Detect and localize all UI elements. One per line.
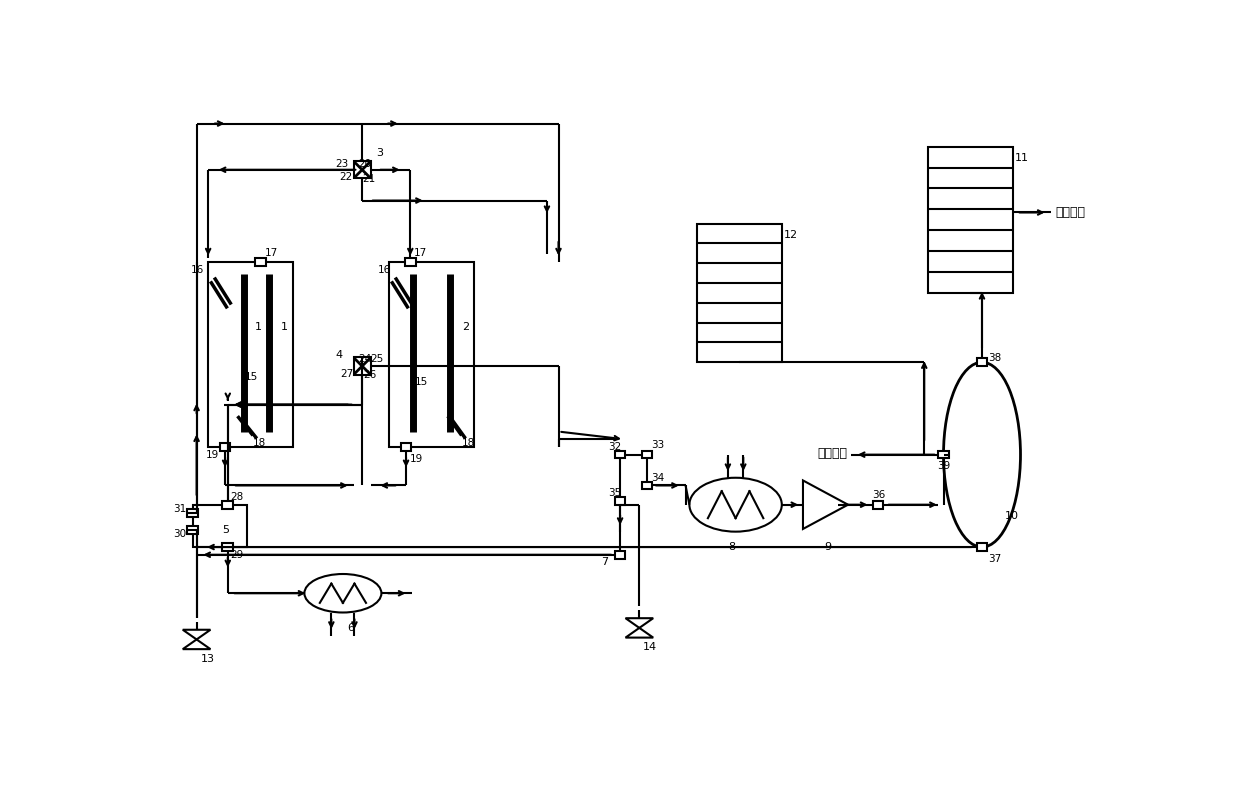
Text: 9: 9 [825, 542, 831, 552]
Text: 1: 1 [254, 322, 262, 332]
Text: 1: 1 [281, 322, 288, 332]
Text: 13: 13 [201, 654, 215, 663]
Bar [353, 161, 371, 179]
Bar [615, 551, 625, 559]
Text: 7: 7 [601, 557, 608, 568]
Text: 29: 29 [231, 550, 243, 559]
Text: 28: 28 [231, 492, 243, 502]
Bar [353, 357, 371, 374]
Text: 6: 6 [347, 623, 353, 633]
Bar [615, 497, 625, 505]
Text: 26: 26 [363, 370, 377, 380]
Bar [697, 224, 781, 362]
Text: 17: 17 [414, 248, 428, 258]
Text: 18: 18 [253, 438, 267, 448]
Text: 19: 19 [410, 453, 423, 464]
Text: 25: 25 [370, 354, 383, 364]
Bar [939, 451, 949, 459]
Text: 34: 34 [651, 473, 665, 483]
Text: 37: 37 [988, 554, 1002, 563]
Text: 31: 31 [174, 504, 187, 514]
Text: 15: 15 [414, 378, 428, 387]
Bar [401, 443, 412, 451]
Bar [641, 481, 652, 489]
Bar [187, 510, 198, 517]
Text: 化工合成: 化工合成 [817, 447, 847, 460]
Bar [977, 543, 987, 551]
Text: 17: 17 [264, 248, 278, 258]
Text: 24: 24 [358, 354, 372, 364]
Bar [222, 543, 233, 551]
Text: 32: 32 [609, 442, 621, 452]
Bar [641, 451, 652, 459]
Text: 15: 15 [246, 372, 258, 382]
Text: 23: 23 [335, 159, 348, 168]
Text: 36: 36 [872, 490, 885, 501]
Text: 35: 35 [609, 488, 621, 498]
Bar [192, 505, 247, 547]
Text: 14: 14 [644, 642, 657, 652]
Bar [977, 358, 987, 366]
Text: 8: 8 [728, 542, 735, 552]
Text: 18: 18 [461, 438, 475, 448]
Text: 11: 11 [1016, 153, 1029, 163]
Text: 39: 39 [937, 461, 951, 471]
Text: 3: 3 [376, 148, 383, 158]
Text: 22: 22 [339, 172, 352, 183]
Text: 38: 38 [988, 353, 1002, 363]
Bar [873, 501, 883, 509]
Text: 10: 10 [1006, 511, 1019, 522]
Text: 30: 30 [174, 529, 187, 539]
Text: 16: 16 [191, 265, 205, 275]
Text: 20: 20 [358, 159, 372, 168]
Bar [389, 262, 474, 447]
Text: 化工合成: 化工合成 [1055, 206, 1085, 219]
Text: 5: 5 [222, 525, 229, 535]
Text: 2: 2 [463, 322, 470, 332]
Bar [219, 443, 231, 451]
Text: 4: 4 [335, 349, 342, 360]
Text: 12: 12 [784, 230, 799, 240]
Text: 27: 27 [341, 369, 353, 379]
Bar [405, 258, 415, 266]
Bar [255, 258, 267, 266]
Bar [222, 501, 233, 509]
Bar [208, 262, 293, 447]
Text: 16: 16 [377, 265, 391, 275]
Text: 33: 33 [651, 440, 665, 451]
Text: 21: 21 [362, 174, 376, 184]
Bar [615, 451, 625, 459]
Bar [187, 526, 198, 534]
Text: 19: 19 [206, 450, 219, 460]
Bar [928, 147, 1013, 293]
